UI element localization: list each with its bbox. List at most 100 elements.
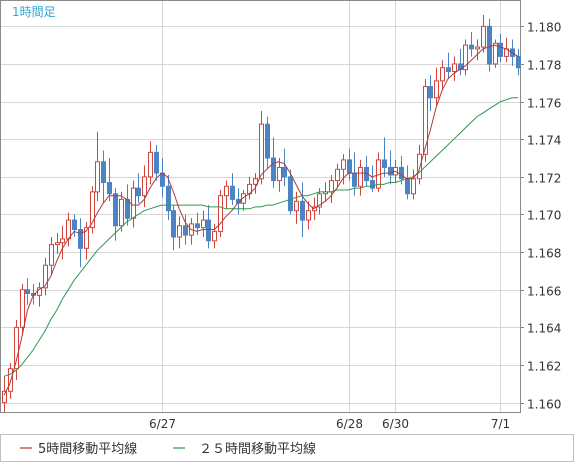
candle-body <box>60 238 65 244</box>
candle-body <box>119 198 124 227</box>
candle <box>148 141 153 185</box>
candle-body <box>136 187 141 197</box>
y-tick-label: 1.180 <box>527 21 561 35</box>
candle <box>55 233 60 254</box>
y-tick-label: 1.174 <box>527 134 561 148</box>
candle-body <box>294 200 299 212</box>
candle-body <box>171 210 176 238</box>
candle <box>475 39 480 61</box>
candle-body <box>312 206 317 212</box>
candle <box>72 214 77 238</box>
candle <box>131 180 136 228</box>
candle-body <box>341 159 346 170</box>
candle-body <box>347 159 352 174</box>
candle-body <box>423 86 428 155</box>
candle <box>452 56 457 81</box>
candle <box>218 190 223 238</box>
candle <box>206 205 211 249</box>
candle <box>171 205 176 251</box>
candle-body <box>300 200 305 221</box>
candle <box>90 186 95 234</box>
candle <box>306 201 311 230</box>
candle <box>20 284 25 335</box>
candle-body <box>218 195 223 232</box>
candle-body <box>277 166 282 182</box>
candle-body <box>282 166 287 178</box>
candle-body <box>241 193 246 204</box>
candle <box>370 165 375 192</box>
candle <box>201 210 206 238</box>
y-tick-label: 1.162 <box>527 360 561 374</box>
candle <box>177 216 182 249</box>
candle <box>358 159 363 196</box>
candle <box>317 188 322 215</box>
candle <box>382 137 387 177</box>
candle-body <box>201 219 206 229</box>
candle <box>166 174 171 221</box>
candle-body <box>142 176 147 197</box>
candle <box>142 165 147 207</box>
candle <box>399 156 404 185</box>
candle-body <box>487 25 492 65</box>
candle-body <box>95 161 100 193</box>
candle-body <box>154 151 159 174</box>
plot-frame <box>0 0 521 413</box>
candle-body <box>388 166 393 176</box>
candle-body <box>405 178 410 195</box>
candle <box>253 173 258 194</box>
candle-body <box>183 225 188 236</box>
candle-body <box>446 67 451 72</box>
candle-body <box>271 157 276 182</box>
candle <box>154 144 159 181</box>
candle-body <box>335 168 340 182</box>
candle <box>101 150 106 204</box>
legend-ma5-label: 5時間移動平均線 <box>38 441 137 457</box>
candle-body <box>55 242 60 246</box>
x-tick-label: 6/27 <box>149 417 176 431</box>
candle <box>300 182 305 238</box>
candle-body <box>125 198 130 219</box>
candle <box>95 131 100 202</box>
ma25-line <box>3 97 518 377</box>
candle-body <box>72 219 77 231</box>
candle-body <box>288 176 293 212</box>
candle <box>84 221 89 260</box>
candle-body <box>212 230 217 242</box>
candle-body <box>107 181 112 195</box>
candle <box>335 163 340 189</box>
candle <box>428 75 433 111</box>
candle-body <box>516 55 521 69</box>
legend-area <box>0 434 574 462</box>
candle-body <box>358 166 363 187</box>
y-tick-label: 1.170 <box>527 209 561 223</box>
candle-body <box>113 193 118 227</box>
candle <box>25 278 30 305</box>
candle-body <box>317 193 322 208</box>
candle-body <box>481 25 486 48</box>
chart-title: 1時間足 <box>12 5 56 19</box>
candles-group <box>2 15 521 412</box>
candle-body <box>440 67 445 82</box>
candle <box>463 39 468 76</box>
candle <box>388 150 393 185</box>
candle-body <box>90 191 95 229</box>
candle <box>469 31 474 57</box>
ma5-line <box>3 44 519 396</box>
candle <box>125 184 130 226</box>
x-axis-ticks: 6/27 6/28 6/30 7/1 <box>149 417 510 431</box>
candle-body <box>206 219 211 242</box>
candle <box>60 225 65 260</box>
legend-ma25-label: ２５時間移動平均線 <box>199 441 316 457</box>
candle <box>230 173 235 206</box>
candle-body <box>428 86 433 99</box>
y-tick-label: 1.172 <box>527 172 561 186</box>
candle-body <box>224 185 229 197</box>
candle-body <box>498 42 503 57</box>
candle-body <box>265 123 270 159</box>
candle-body <box>352 172 357 187</box>
candle-body <box>452 63 457 72</box>
candle-body <box>2 390 7 404</box>
candle <box>312 197 317 221</box>
